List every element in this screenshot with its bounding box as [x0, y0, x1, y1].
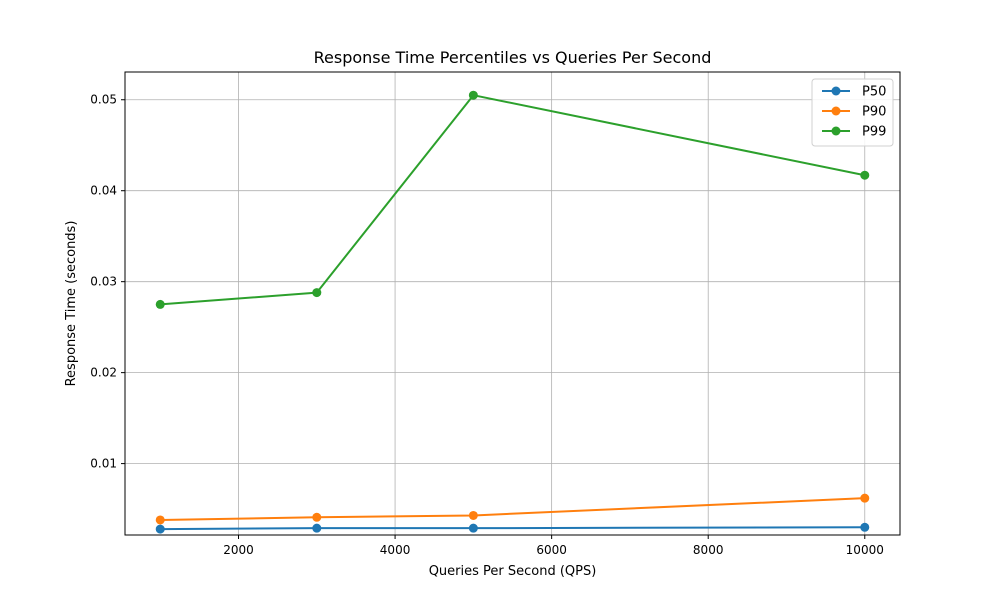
y-tick-label: 0.04 — [90, 184, 117, 198]
series-line-p90 — [160, 497, 865, 521]
data-point-p90 — [860, 493, 870, 503]
x-tick-label: 4000 — [380, 543, 411, 557]
x-tick-label: 8000 — [693, 543, 724, 557]
legend-p90-label: P90 — [862, 105, 886, 120]
legend-p90-marker — [831, 106, 841, 116]
legend-p50-label: P50 — [862, 85, 886, 100]
y-tick-label: 0.03 — [90, 275, 117, 289]
data-point-p90 — [468, 510, 478, 520]
y-tick-label: 0.01 — [90, 457, 117, 471]
legend: P50 P90 P99 — [811, 78, 894, 147]
data-point-p50 — [468, 523, 478, 533]
series-line-p99 — [160, 94, 865, 306]
data-point-p90 — [312, 512, 322, 522]
data-point-p90 — [155, 515, 165, 525]
x-tick-label: 10000 — [846, 543, 884, 557]
legend-p99-marker — [831, 126, 841, 136]
data-point-p99 — [155, 299, 165, 309]
x-axis-label: Queries Per Second (QPS) — [429, 564, 597, 579]
data-point-p99 — [468, 90, 478, 100]
x-tick-label: 6000 — [536, 543, 567, 557]
data-point-p50 — [312, 523, 322, 533]
x-tick-label: 2000 — [223, 543, 254, 557]
data-series — [155, 90, 870, 534]
y-tick-label: 0.02 — [90, 366, 117, 380]
legend-p50-marker — [831, 86, 841, 96]
legend-p99-label: P99 — [862, 125, 886, 140]
data-point-p50 — [155, 524, 165, 534]
data-point-p99 — [860, 170, 870, 180]
grid — [125, 72, 900, 535]
axis-ticks: 2000 4000 6000 8000 10000 0.01 0.02 0.03 0.04 0.0… — [90, 93, 884, 557]
data-point-p50 — [860, 522, 870, 532]
data-point-p99 — [312, 288, 322, 298]
y-axis-label: Response Time (seconds) — [64, 221, 79, 387]
plot-area-frame — [124, 71, 901, 536]
y-tick-label: 0.05 — [90, 93, 117, 107]
series-line-p50 — [160, 526, 865, 531]
chart-title: Response Time Percentiles vs Queries Per… — [314, 48, 712, 67]
